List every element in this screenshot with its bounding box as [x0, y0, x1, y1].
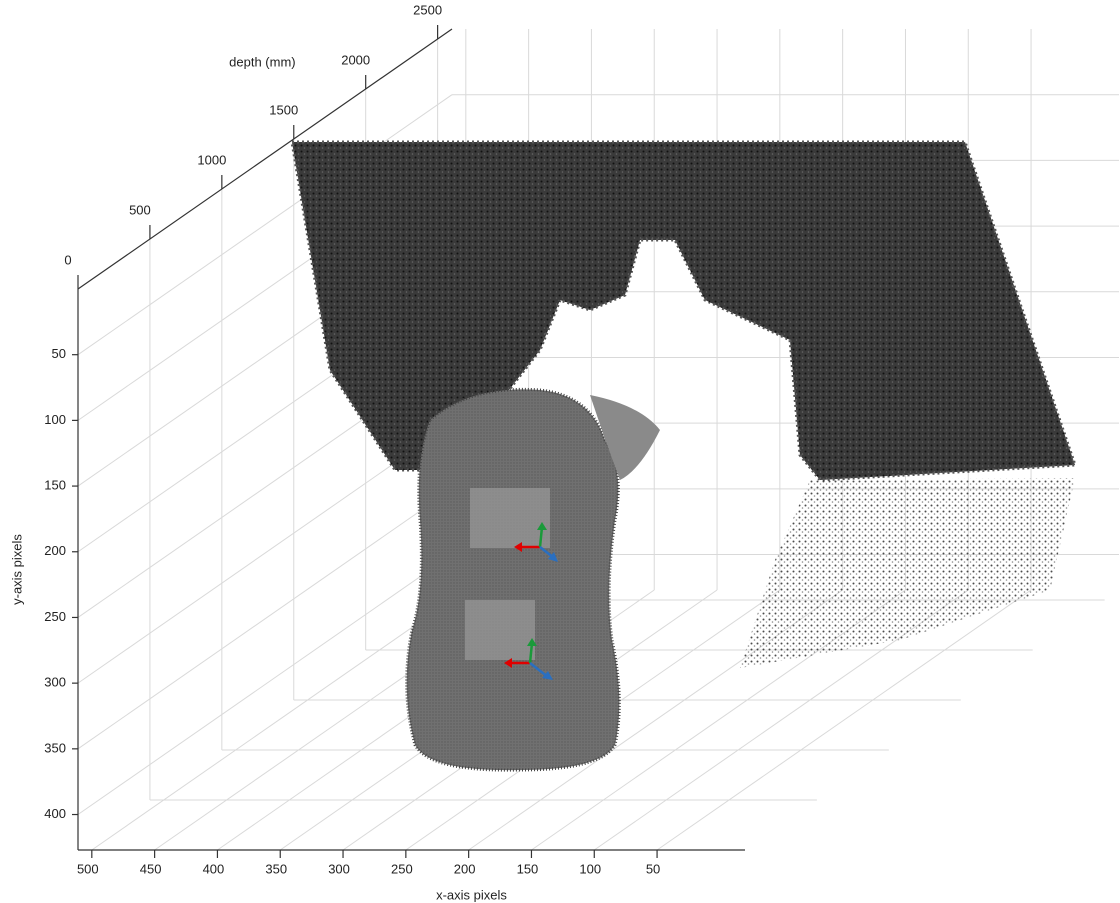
point-cloud [292, 142, 1075, 770]
x-tick-label: 100 [579, 861, 601, 876]
z-tick-label: 2500 [413, 2, 442, 17]
x-tick-label: 350 [265, 861, 287, 876]
x-tick-label: 300 [328, 861, 350, 876]
y-tick-label: 150 [44, 478, 66, 493]
x-tick-label: 150 [517, 861, 539, 876]
background-texture [292, 142, 1075, 480]
x-tick-label: 250 [391, 861, 413, 876]
z-tick-label: 1000 [197, 152, 226, 167]
grid-line [78, 555, 452, 815]
x-tick-label: 450 [140, 861, 162, 876]
chart: 500 450 400 350 300 250 200 150 100 50 50 100 150 200… [0, 0, 1120, 903]
x-tick-label: 200 [454, 861, 476, 876]
z-tick-label: 2000 [341, 52, 370, 67]
marker-patch [470, 488, 550, 548]
y-tick-label: 200 [44, 543, 66, 558]
x-tick-label: 50 [646, 861, 660, 876]
x-tick-label: 500 [77, 861, 99, 876]
marker-patch [465, 600, 535, 660]
page: {"chart_data": {"type": "scatter3d", "xl… [0, 0, 1120, 903]
z-tick-label: 1500 [269, 102, 298, 117]
z-tick-label: 500 [129, 202, 151, 217]
y-tick-label: 350 [44, 740, 66, 755]
floor-cloud [740, 478, 1075, 668]
z-tick-label: 0 [64, 252, 71, 267]
y-tick-label: 300 [44, 675, 66, 690]
z-axis-label: depth (mm) [229, 54, 295, 69]
grid-line [78, 489, 452, 749]
y-tick-label: 400 [44, 806, 66, 821]
y-tick-label: 100 [44, 412, 66, 427]
y-tick-label: 50 [52, 346, 66, 361]
x-tick-label: 400 [203, 861, 225, 876]
y-tick-label: 250 [44, 609, 66, 624]
y-axis-label: y-axis pixels [9, 534, 24, 605]
torso-texture [407, 389, 620, 770]
x-axis-label: x-axis pixels [436, 887, 507, 902]
